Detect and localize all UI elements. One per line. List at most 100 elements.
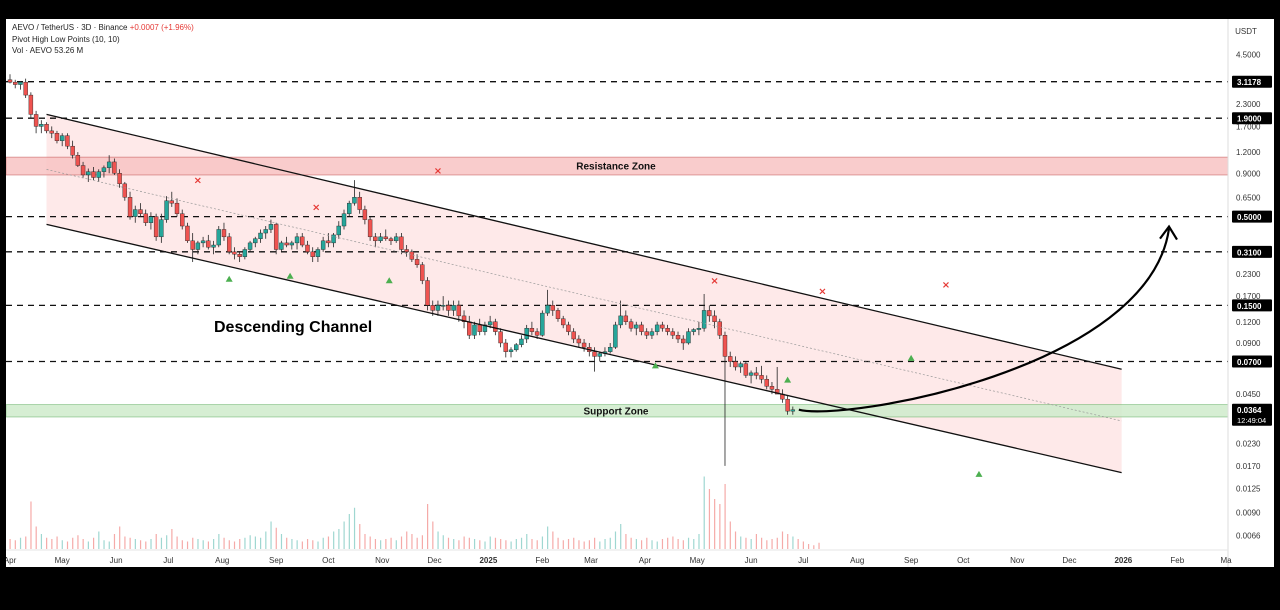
candle-body xyxy=(701,310,707,329)
candle xyxy=(644,328,649,340)
candle xyxy=(164,196,169,223)
candle xyxy=(315,247,321,263)
candle xyxy=(65,133,70,150)
pivot-high-icon: × xyxy=(194,176,202,187)
symbol-line[interactable]: AEVO / TetherUS · 3D · Binance +0.0007 (… xyxy=(12,23,194,33)
candle xyxy=(138,203,143,217)
volume-bar xyxy=(129,537,131,549)
candle-body xyxy=(289,242,295,246)
volume-bar xyxy=(656,541,658,549)
candle-body xyxy=(138,209,143,214)
candle xyxy=(597,351,602,362)
pivot-low-icon xyxy=(225,275,233,282)
volume-bar xyxy=(343,521,345,549)
channel-fill xyxy=(46,114,1122,473)
candle xyxy=(289,240,295,250)
candle xyxy=(28,92,34,119)
candle-body xyxy=(216,229,221,246)
candle xyxy=(216,226,221,248)
price-level-badge-label: 1.9000 xyxy=(1237,115,1262,124)
price-level-badge-bg xyxy=(1232,75,1272,88)
time-tick-label: Oct xyxy=(957,556,970,565)
volume-bar xyxy=(155,534,157,549)
pivot-high-icon: × xyxy=(818,287,826,298)
time-tick-label: Oct xyxy=(322,556,335,565)
price-level-badge-bg xyxy=(1232,210,1272,223)
candle-body xyxy=(284,242,289,246)
volume-bar xyxy=(583,541,585,549)
volume-bar xyxy=(693,539,695,549)
volume-bar xyxy=(687,537,690,549)
volume-bar xyxy=(66,541,69,549)
candle-body xyxy=(127,197,133,217)
candle xyxy=(117,169,122,188)
candle xyxy=(529,321,535,336)
price-chart[interactable]: × × × × × × Resistance Zone Support Zone Descen… xyxy=(6,19,1274,567)
candle xyxy=(503,339,508,358)
candle xyxy=(300,233,305,248)
candle-body xyxy=(769,386,775,390)
candle-body xyxy=(639,324,644,332)
candle-body xyxy=(258,232,263,239)
volume-bar xyxy=(296,540,298,549)
chart-pane[interactable]: × × × × × × Resistance Zone Support Zone Descen… xyxy=(6,19,1274,567)
price-level-badge: 1.9000 xyxy=(1232,112,1272,125)
pivot-low-icon xyxy=(907,354,915,361)
candle xyxy=(482,321,488,336)
candle xyxy=(232,247,237,260)
volume-bar xyxy=(166,535,168,549)
volume-bar xyxy=(802,541,804,549)
volume-bar xyxy=(380,540,382,549)
candle xyxy=(420,262,425,285)
volume-bar xyxy=(640,540,643,549)
volume-bar xyxy=(541,536,544,549)
volume-bar xyxy=(218,534,220,549)
candle-body xyxy=(440,305,446,307)
candle-body xyxy=(681,338,686,344)
channel-lower-line xyxy=(46,223,1122,474)
candle-body xyxy=(133,209,138,217)
candle-body xyxy=(467,321,472,336)
candle xyxy=(446,300,451,316)
candle xyxy=(388,236,394,246)
candle xyxy=(665,324,670,336)
volume-bar xyxy=(9,539,11,549)
volume-bar xyxy=(150,539,152,549)
volume-bar xyxy=(614,531,617,549)
candle xyxy=(519,335,524,348)
candle-body xyxy=(722,335,728,357)
candle xyxy=(675,331,681,343)
candle-body xyxy=(675,335,681,340)
candle xyxy=(561,315,566,329)
volume-bar xyxy=(594,537,596,549)
candle-body xyxy=(33,114,39,127)
price-level-badge-bg xyxy=(1232,112,1272,125)
volume-bar xyxy=(197,539,199,549)
volume-bar xyxy=(280,534,283,549)
candle xyxy=(440,296,446,311)
volume-bar xyxy=(755,534,758,549)
candle-body xyxy=(472,324,477,336)
candle-body xyxy=(774,389,780,395)
candle-body xyxy=(80,165,86,176)
price-level-badge: 0.0700 xyxy=(1232,355,1272,368)
candle xyxy=(86,168,91,182)
candle xyxy=(581,339,587,352)
candle-body xyxy=(519,338,524,345)
resistance-zone-label: Resistance Zone xyxy=(576,162,656,173)
volume-bar xyxy=(113,534,116,549)
candle-body xyxy=(456,305,462,317)
volume-bar xyxy=(40,534,43,549)
candle-body xyxy=(446,305,451,311)
candle xyxy=(44,122,49,134)
volume-bar xyxy=(239,539,241,549)
volume-label[interactable]: Vol · AEVO 53.26 M xyxy=(12,46,84,55)
volume-bar xyxy=(139,540,142,549)
candle-body xyxy=(305,244,310,253)
volume-bar xyxy=(646,537,648,549)
volume-bar xyxy=(473,539,476,549)
candle-body xyxy=(164,200,169,220)
volume-bar xyxy=(30,501,32,549)
indicator-label[interactable]: Pivot High Low Points (10, 10) xyxy=(12,35,120,44)
candle xyxy=(508,347,514,358)
